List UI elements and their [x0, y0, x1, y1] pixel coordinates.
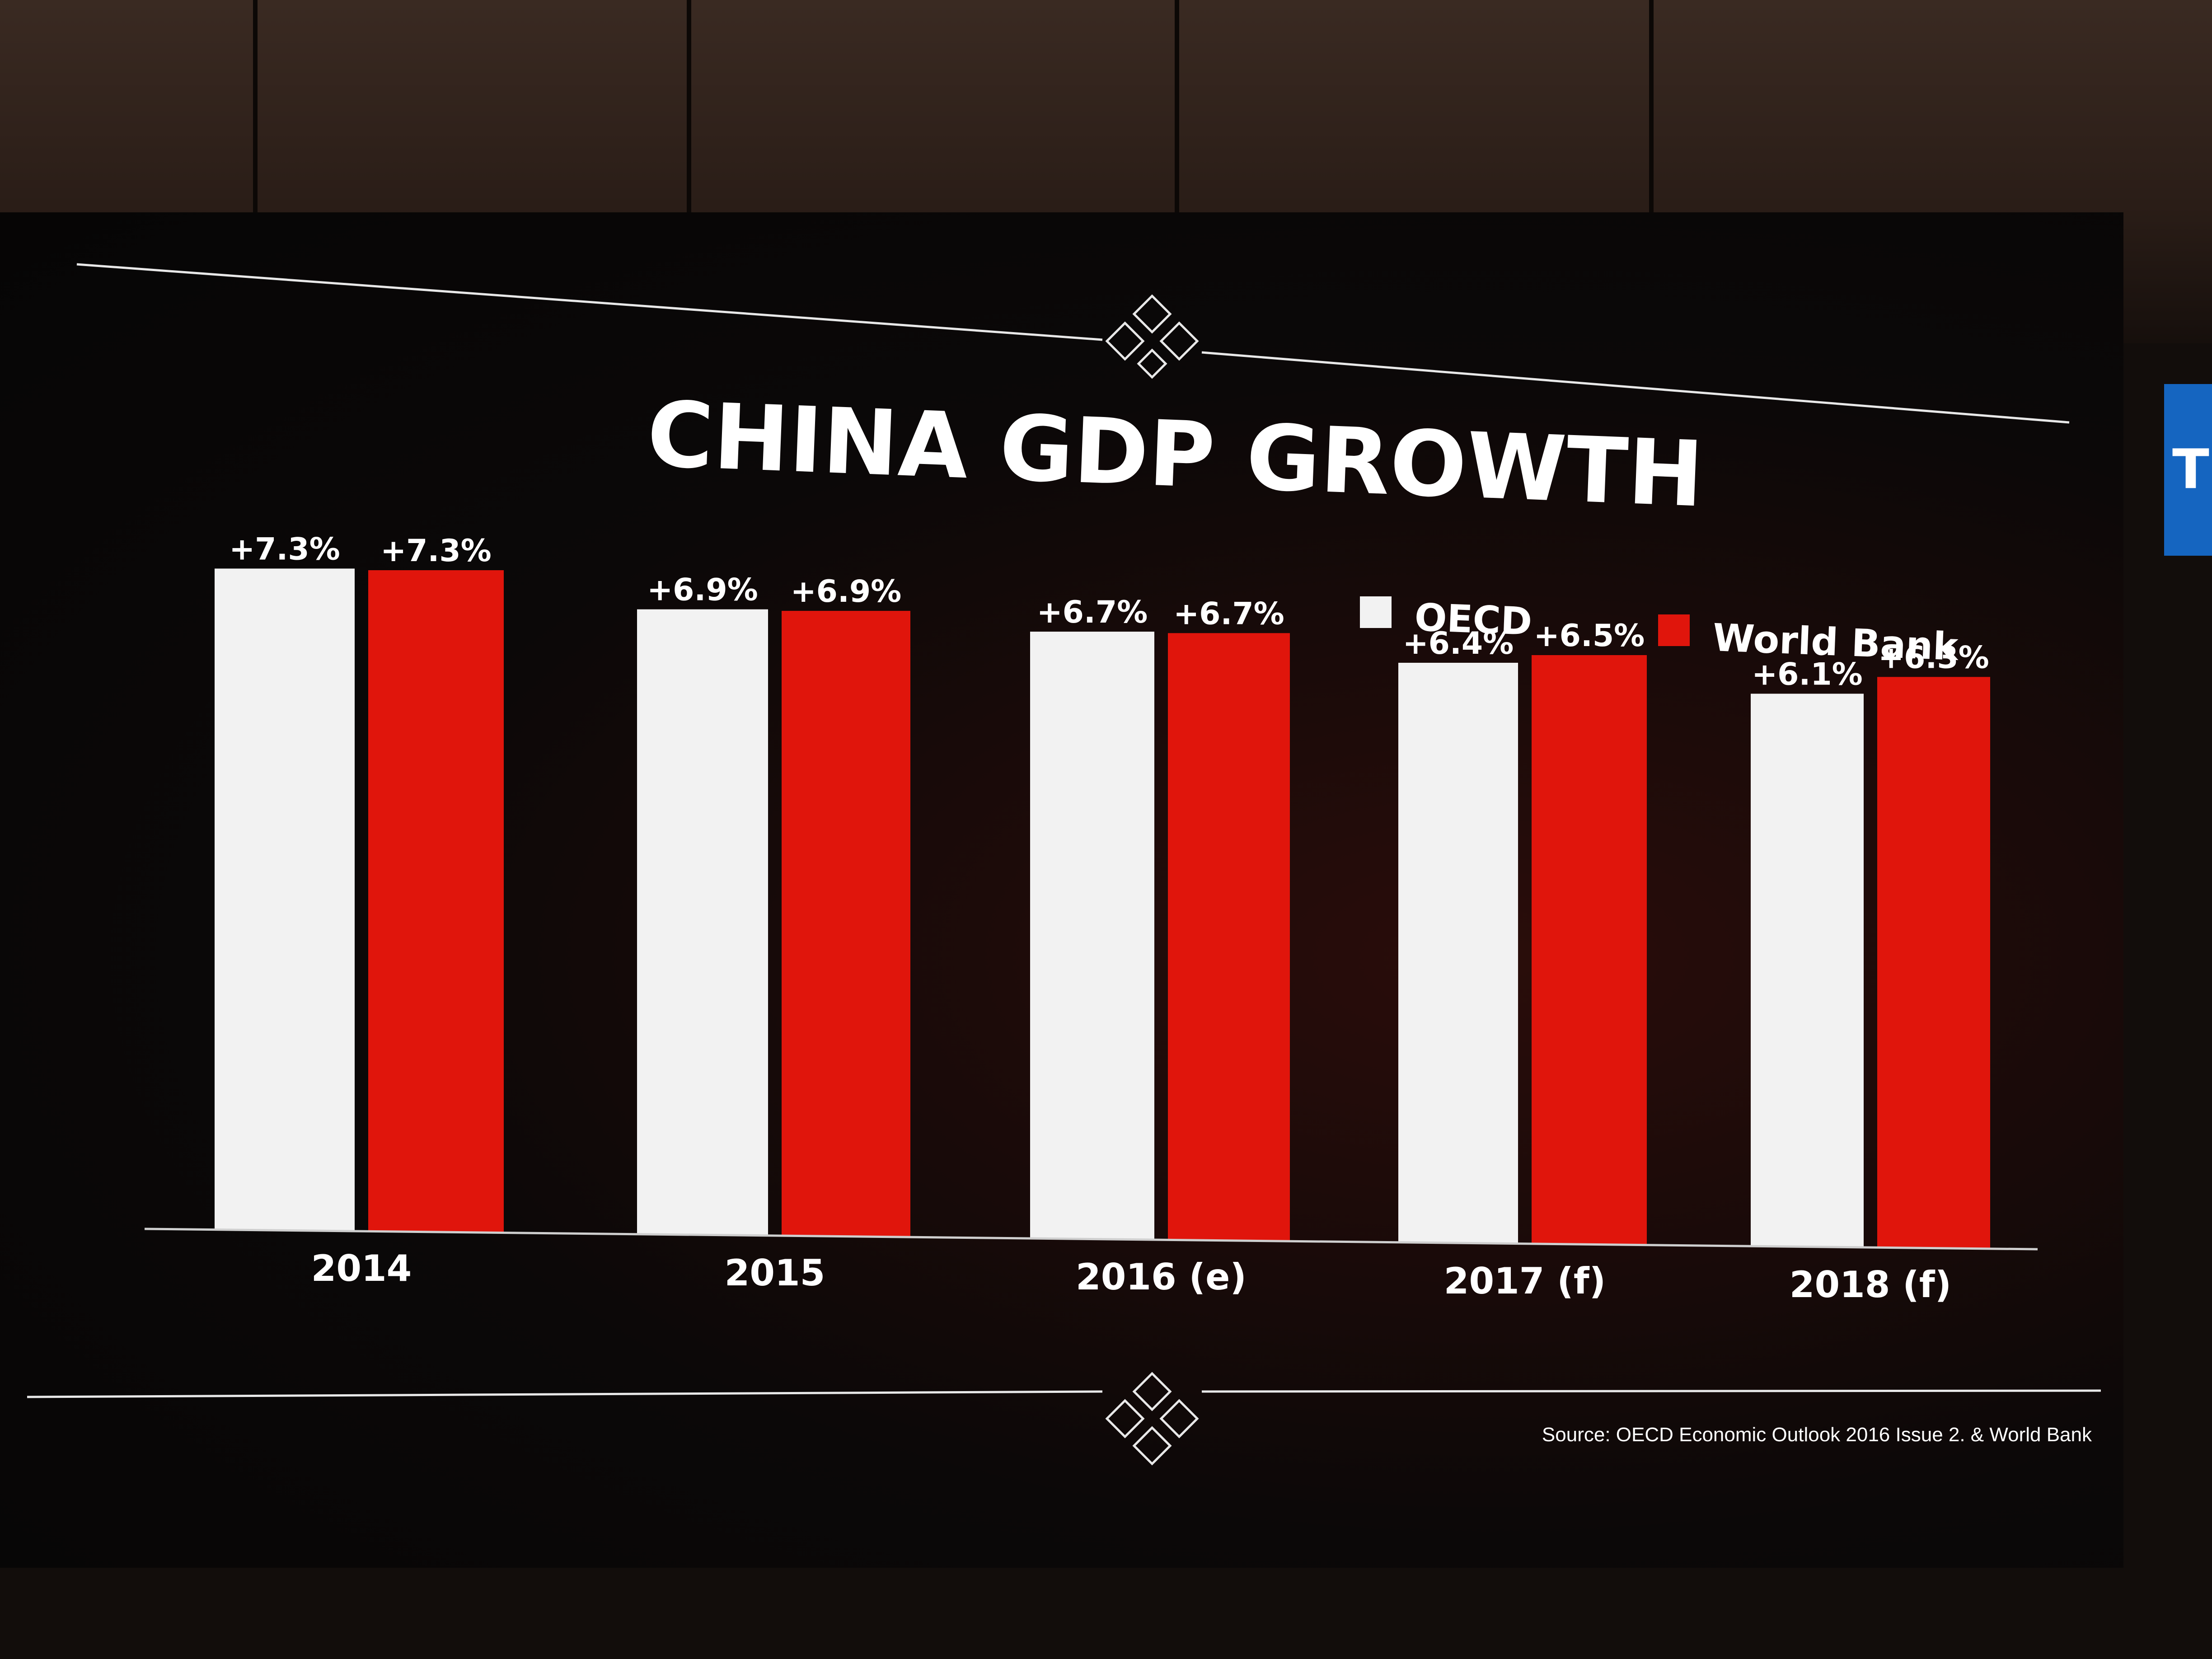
legend-label-oecd: OECD — [1414, 595, 1533, 644]
category-label-2: 2016 (e) — [1076, 1256, 1247, 1298]
wall-panel — [1649, 0, 1654, 253]
wall-panel — [253, 0, 258, 253]
bar-oecd-2 — [1030, 632, 1154, 1239]
chart-title: CHINA GDP GROWTH — [645, 382, 1706, 528]
bar-world-bank-4 — [1877, 677, 1990, 1248]
bar-world-bank-1 — [782, 611, 910, 1237]
bar-oecd-0 — [215, 568, 355, 1231]
category-label-4: 2018 (f) — [1790, 1264, 1951, 1306]
bar-world-bank-2 — [1168, 633, 1290, 1241]
top-ornament — [76, 263, 2070, 424]
value-label-oecd-4: +6.1% — [1752, 656, 1863, 692]
category-label-0: 2014 — [311, 1247, 412, 1289]
value-label-world-bank-2: +6.7% — [1173, 596, 1284, 632]
value-label-world-bank-1: +6.9% — [791, 574, 902, 609]
category-label-3: 2017 (f) — [1444, 1260, 1606, 1302]
value-label-oecd-1: +6.9% — [647, 572, 758, 608]
side-screen: TI — [2164, 384, 2212, 556]
wall-panel — [687, 0, 691, 253]
category-label-1: 2015 — [725, 1252, 825, 1294]
source-note: Source: OECD Economic Outlook 2016 Issue… — [1542, 1424, 2092, 1446]
bar-oecd-3 — [1398, 662, 1518, 1243]
value-label-world-bank-4: +6.3% — [1878, 640, 1989, 675]
wall-panel — [1175, 0, 1179, 253]
bar-oecd-4 — [1751, 694, 1864, 1247]
bar-oecd-1 — [637, 609, 768, 1235]
value-label-oecd-2: +6.7% — [1037, 595, 1148, 630]
x-axis-line — [144, 1228, 2038, 1251]
bar-world-bank-3 — [1532, 655, 1647, 1245]
legend-swatch-oecd — [1360, 596, 1392, 628]
bottom-ornament — [27, 1372, 2101, 1466]
side-screen-text: TI — [2172, 438, 2212, 501]
legend: OECD World Bank — [1360, 595, 1960, 669]
legend-label-world-bank: World Bank — [1712, 615, 1960, 669]
value-label-world-bank-0: +7.3% — [380, 533, 492, 569]
value-label-oecd-3: +6.4% — [1403, 626, 1514, 661]
value-label-world-bank-3: +6.5% — [1534, 618, 1645, 654]
value-label-oecd-0: +7.3% — [229, 531, 340, 567]
legend-swatch-world-bank — [1658, 614, 1690, 646]
bar-world-bank-0 — [368, 570, 504, 1232]
bars-group: +7.3% +7.3% 2014 +6.9% +6.9% 2015 +6.7% +6.7% 20… — [215, 531, 1990, 1306]
